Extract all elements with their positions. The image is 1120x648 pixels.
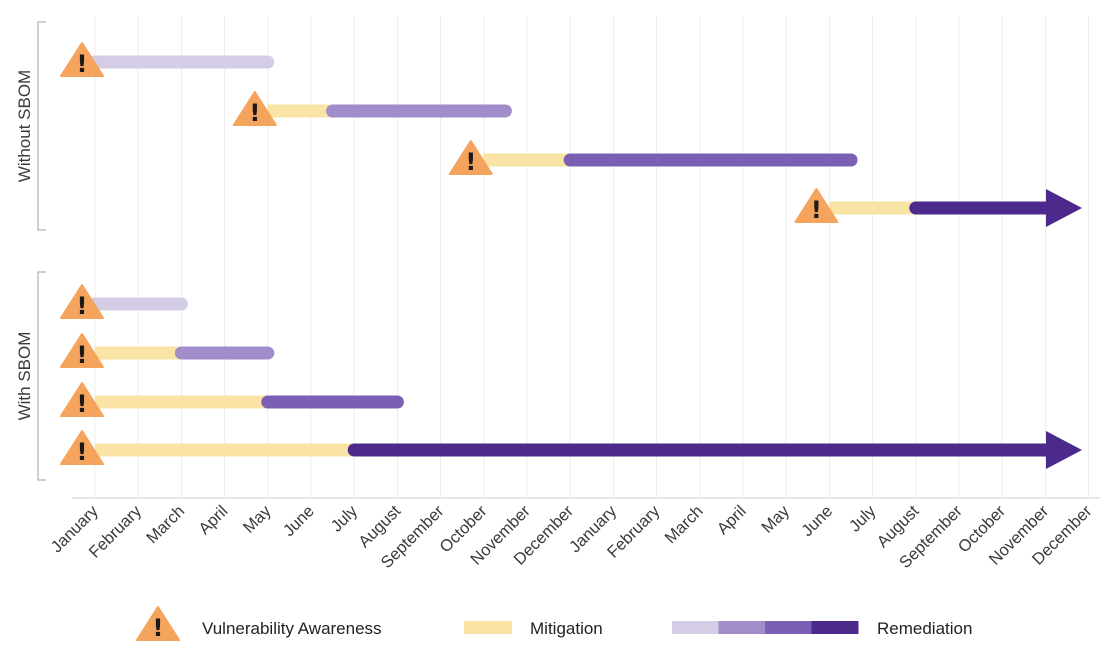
legend-swatch-remediation — [718, 621, 766, 634]
vulnerability-awareness-icon: ! — [232, 91, 277, 127]
legend-label-awareness: Vulnerability Awareness — [202, 619, 382, 638]
legend-swatch-remediation — [765, 621, 812, 634]
vulnerability-awareness-icon: ! — [60, 382, 104, 418]
timeline-row: ! — [232, 91, 512, 127]
x-tick-label: June — [280, 502, 318, 540]
x-tick-label: May — [240, 502, 275, 537]
warning-triangle — [448, 140, 493, 175]
warning-triangle — [60, 333, 104, 368]
warning-exclamation-mark: ! — [153, 614, 164, 642]
x-tick-label: April — [195, 502, 231, 538]
warning-exclamation-mark: ! — [249, 99, 260, 127]
timeline-row: ! — [60, 382, 404, 418]
warning-triangle — [60, 382, 104, 417]
warning-triangle — [60, 284, 104, 319]
warning-exclamation-mark: ! — [77, 390, 88, 418]
x-tick-label: May — [758, 502, 793, 537]
x-tick-label: June — [798, 502, 836, 540]
vulnerability-awareness-icon: ! — [60, 430, 104, 466]
x-tick-label: March — [661, 502, 706, 547]
warning-exclamation-mark: ! — [77, 50, 88, 78]
vulnerability-awareness-icon: ! — [60, 284, 104, 320]
warning-triangle — [136, 606, 180, 641]
vulnerability-awareness-icon: ! — [794, 188, 839, 224]
timeline-bars: !!!!!!!! — [60, 42, 1082, 469]
legend-warning-icon: ! — [136, 606, 180, 642]
warning-exclamation-mark: ! — [811, 196, 822, 224]
group-bracket — [37, 271, 46, 481]
timeline-row: ! — [794, 188, 1082, 227]
x-tick-label: March — [143, 502, 188, 547]
warning-triangle — [60, 42, 104, 77]
legend: ! Vulnerability Awareness Mitigation Remedi… — [136, 606, 972, 642]
warning-triangle — [60, 430, 104, 465]
timeline-row: ! — [60, 284, 188, 320]
warning-triangle — [232, 91, 277, 126]
timeline-row: ! — [448, 140, 858, 176]
vulnerability-awareness-icon: ! — [60, 42, 104, 78]
legend-swatch-remediation — [811, 621, 859, 634]
legend-label-mitigation: Mitigation — [530, 619, 603, 638]
group-label: With SBOM — [15, 332, 34, 421]
x-tick-label: July — [328, 502, 362, 536]
timeline-row: ! — [60, 333, 275, 369]
warning-exclamation-mark: ! — [77, 438, 88, 466]
remediation-arrowhead — [1046, 189, 1082, 227]
legend-swatch-remediation — [672, 621, 719, 634]
grid-layer — [72, 16, 1100, 499]
vulnerability-awareness-icon: ! — [448, 140, 493, 176]
x-tick-label: April — [714, 502, 750, 538]
group-label: Without SBOM — [15, 70, 34, 182]
timeline-row: ! — [60, 42, 275, 78]
x-tick-label: July — [846, 502, 880, 536]
remediation-arrowhead — [1046, 431, 1082, 469]
timeline-row: ! — [60, 430, 1082, 469]
vulnerability-awareness-icon: ! — [60, 333, 104, 369]
warning-exclamation-mark: ! — [77, 341, 88, 369]
group-brackets: Without SBOM With SBOM — [15, 21, 46, 481]
warning-triangle — [794, 188, 839, 223]
legend-label-remediation: Remediation — [877, 619, 972, 638]
warning-exclamation-mark: ! — [465, 148, 476, 176]
legend-swatch-mitigation — [464, 621, 512, 634]
group-bracket — [37, 21, 46, 231]
warning-exclamation-mark: ! — [77, 292, 88, 320]
